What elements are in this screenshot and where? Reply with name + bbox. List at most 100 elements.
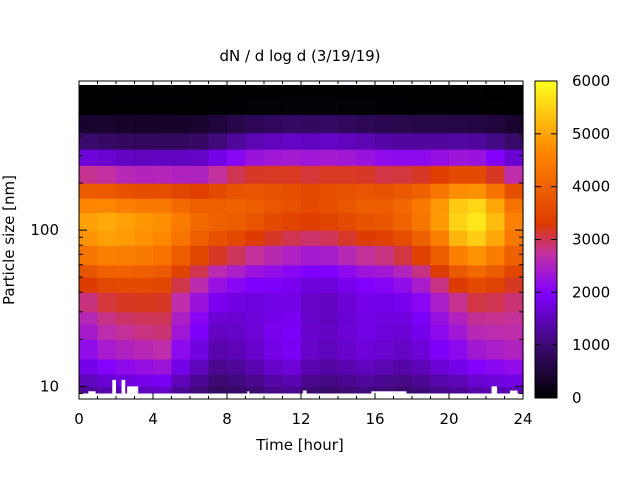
heatmap-cell — [208, 373, 228, 387]
heatmap-cell — [245, 339, 265, 360]
heatmap-cell — [282, 386, 302, 395]
heatmap-cell — [449, 84, 469, 99]
heatmap-cell — [467, 277, 487, 293]
heatmap-cell — [504, 339, 524, 360]
no-data-mark — [112, 379, 116, 394]
heatmap-cell — [356, 132, 376, 150]
heatmap-cell — [504, 212, 524, 231]
heatmap-cell — [449, 165, 469, 184]
heatmap-cell — [190, 386, 210, 395]
heatmap-cell — [430, 84, 450, 99]
heatmap-cell — [319, 373, 339, 387]
heatmap-cell — [134, 277, 154, 293]
heatmap-cell — [227, 277, 247, 293]
heatmap-cell — [97, 212, 117, 231]
heatmap-cell — [467, 198, 487, 213]
heatmap-cell — [171, 339, 191, 360]
no-data-cell — [356, 393, 376, 399]
heatmap-cell — [430, 165, 450, 184]
heatmap-cell — [375, 358, 395, 375]
heatmap-cell — [412, 165, 432, 184]
heatmap-cell — [227, 114, 247, 134]
heatmap-cell — [208, 230, 228, 246]
heatmap-cell — [116, 292, 136, 313]
heatmap-cell — [449, 277, 469, 293]
heatmap-cell — [504, 230, 524, 246]
heatmap-cell — [190, 132, 210, 150]
heatmap-cell — [116, 114, 136, 134]
heatmap-cell — [301, 132, 321, 150]
heatmap-cell — [375, 311, 395, 325]
no-data-mark — [121, 379, 126, 394]
heatmap-cell — [134, 264, 154, 278]
heatmap-cell — [282, 183, 302, 199]
no-data-cell — [264, 393, 284, 399]
heatmap-cell — [134, 84, 154, 99]
heatmap-cell — [153, 230, 173, 246]
heatmap-cell — [393, 84, 413, 99]
heatmap-cell — [97, 358, 117, 375]
heatmap-cell — [153, 84, 173, 99]
heatmap-cell — [504, 183, 524, 199]
heatmap-cell — [208, 264, 228, 278]
heatmap-cell — [375, 183, 395, 199]
heatmap-cell — [319, 230, 339, 246]
heatmap-cell — [153, 98, 173, 116]
heatmap-cell — [486, 114, 506, 134]
heatmap-cell — [97, 324, 117, 340]
heatmap-cell — [338, 84, 358, 99]
heatmap-cell — [282, 198, 302, 213]
heatmap-cell — [245, 114, 265, 134]
heatmap-cell — [504, 114, 524, 134]
heatmap-cell — [430, 324, 450, 340]
heatmap-cell — [375, 373, 395, 387]
heatmap-cell — [153, 311, 173, 325]
heatmap-cell — [486, 212, 506, 231]
heatmap-cell — [430, 198, 450, 213]
heatmap-cell — [116, 132, 136, 150]
heatmap-cell — [245, 198, 265, 213]
heatmap-cell — [97, 165, 117, 184]
heatmap-cell — [79, 165, 99, 184]
heatmap-cell — [79, 264, 99, 278]
no-data-cell — [190, 393, 210, 399]
heatmap-cell — [134, 165, 154, 184]
heatmap-cell — [190, 198, 210, 213]
heatmap-cell — [430, 149, 450, 166]
heatmap-cell — [412, 373, 432, 387]
heatmap-cell — [227, 212, 247, 231]
heatmap-cell — [412, 386, 432, 395]
heatmap-cell — [134, 230, 154, 246]
heatmap-cell — [393, 277, 413, 293]
heatmap-cell — [412, 245, 432, 266]
heatmap-cell — [504, 386, 524, 395]
heatmap-cell — [116, 386, 136, 395]
heatmap-cell — [375, 98, 395, 116]
heatmap-cell — [245, 165, 265, 184]
heatmap-cell — [245, 230, 265, 246]
heatmap-cell — [79, 245, 99, 266]
heatmap-cell — [430, 98, 450, 116]
heatmap-cell — [116, 324, 136, 340]
heatmap-cell — [153, 165, 173, 184]
heatmap-cell — [153, 339, 173, 360]
x-axis-label: Time [hour] — [255, 436, 344, 454]
no-data-cell — [319, 393, 339, 399]
heatmap-cell — [356, 373, 376, 387]
heatmap-cell — [449, 98, 469, 116]
heatmap-cell — [190, 212, 210, 231]
heatmap-cell — [208, 84, 228, 99]
heatmap-cell — [393, 98, 413, 116]
heatmap-cell — [134, 198, 154, 213]
heatmap-cell — [97, 132, 117, 150]
heatmap-cell — [245, 264, 265, 278]
heatmap-cell — [134, 149, 154, 166]
heatmap-cell — [449, 373, 469, 387]
heatmap-cell — [264, 373, 284, 387]
heatmap-cell — [190, 311, 210, 325]
heatmap-cell — [338, 165, 358, 184]
heatmap-cell — [264, 132, 284, 150]
no-data-cell — [467, 393, 487, 399]
heatmap-cell — [282, 324, 302, 340]
heatmap-cell — [245, 311, 265, 325]
